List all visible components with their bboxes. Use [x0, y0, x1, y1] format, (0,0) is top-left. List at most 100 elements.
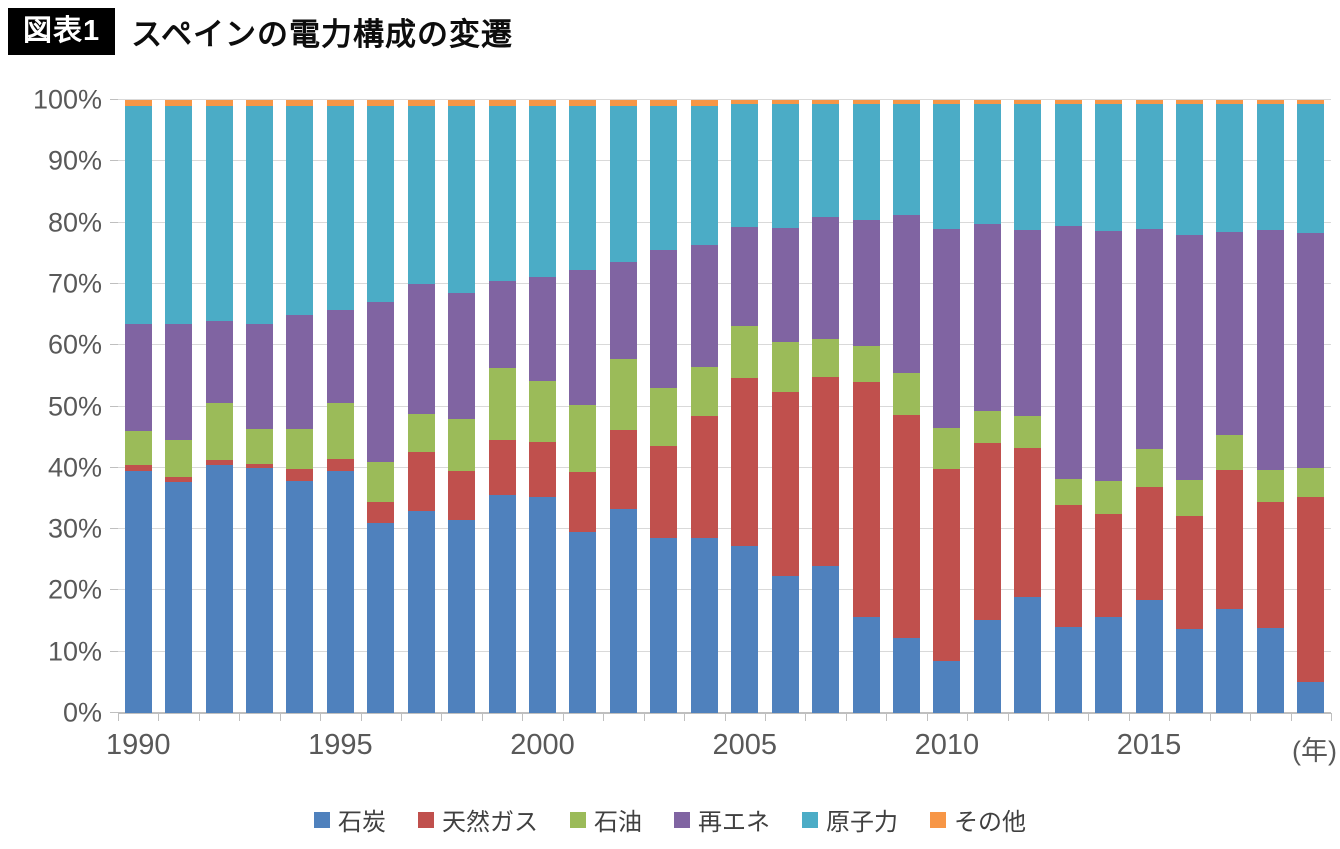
segment-renewables-2016 [1175, 234, 1203, 481]
segment-other-2014 [1095, 100, 1123, 105]
chart-title: スペインの電力構成の変遷 [131, 17, 513, 53]
segment-nuclear-1992 [205, 106, 233, 321]
x-tick-mark [198, 713, 200, 721]
bar-slot-1996 [361, 100, 401, 713]
segment-nuclear-2006 [771, 104, 799, 228]
chart-legend: 石炭 天然ガス 石油 再エネ 原子力 その他 [0, 802, 1340, 837]
segment-natural-gas-2002 [609, 429, 637, 510]
segment-coal-1991 [165, 481, 193, 713]
segment-other-2000 [529, 100, 557, 107]
bar-1995 [326, 100, 354, 713]
segment-renewables-2002 [609, 262, 637, 359]
segment-other-1990 [124, 100, 152, 107]
x-tick-mark [684, 713, 686, 721]
legend-label-nuclear: 原子力 [826, 809, 898, 836]
bar-slot-1993 [239, 100, 279, 713]
segment-oil-2015 [1135, 449, 1163, 488]
y-axis-label: 90% [47, 145, 102, 176]
segment-oil-2012 [1014, 415, 1042, 449]
x-tick-mark [118, 713, 119, 721]
segment-coal-2004 [690, 538, 718, 713]
gridline-90% [118, 160, 1331, 162]
segment-renewables-2004 [690, 245, 718, 367]
bar-2009 [892, 100, 920, 713]
y-tick-mark [110, 589, 118, 591]
x-tick-mark [886, 713, 888, 721]
bar-slot-1999 [482, 100, 522, 713]
bar-slot-2004 [684, 100, 724, 713]
segment-natural-gas-2000 [529, 442, 557, 497]
segment-renewables-2019 [1297, 233, 1325, 468]
segment-nuclear-2003 [650, 106, 678, 251]
segment-coal-2009 [892, 638, 920, 713]
segment-renewables-2008 [852, 219, 880, 346]
legend-item-other: その他 [930, 802, 1026, 837]
segment-renewables-2003 [650, 250, 678, 389]
segment-coal-2017 [1216, 608, 1244, 713]
segment-other-2016 [1175, 100, 1203, 105]
gridline-80% [118, 221, 1331, 223]
segment-oil-1998 [448, 418, 476, 471]
legend-item-renewables: 再エネ [674, 802, 770, 837]
bar-slot-2010 [927, 100, 967, 713]
bar-slot-2019 [1291, 100, 1331, 713]
x-tick-mark [764, 713, 766, 721]
bar-slot-1998 [441, 100, 481, 713]
segment-other-2003 [650, 100, 678, 107]
segment-oil-2007 [812, 339, 840, 378]
x-tick-mark [1290, 713, 1292, 721]
y-axis-label: 50% [47, 391, 102, 421]
segment-coal-2011 [973, 619, 1001, 713]
segment-oil-2017 [1216, 435, 1244, 471]
legend-swatch-renewables [674, 811, 690, 828]
bar-1994 [286, 100, 314, 713]
segment-coal-2016 [1175, 629, 1203, 713]
segment-renewables-2012 [1014, 229, 1042, 416]
segment-renewables-1995 [326, 309, 354, 404]
bar-slot-1992 [199, 100, 239, 713]
segment-other-2008 [852, 100, 880, 104]
segment-oil-2011 [973, 411, 1001, 444]
segment-natural-gas-2008 [852, 381, 880, 618]
x-tick-mark [562, 713, 564, 721]
legend-label-coal: 石炭 [338, 809, 386, 836]
x-axis-label-2015: 2015 [1116, 729, 1182, 761]
segment-oil-1993 [246, 429, 273, 464]
legend-item-coal: 石炭 [314, 802, 386, 837]
segment-nuclear-2013 [1054, 104, 1082, 226]
segment-other-2004 [690, 100, 718, 107]
x-tick-mark [724, 713, 726, 721]
segment-other-2015 [1135, 100, 1163, 105]
segment-renewables-1994 [286, 314, 314, 430]
x-tick-mark [805, 713, 807, 721]
bar-slot-2013 [1048, 100, 1088, 713]
segment-other-2010 [933, 100, 961, 105]
segment-nuclear-1997 [407, 106, 435, 284]
y-tick-mark [110, 712, 118, 713]
segment-coal-2014 [1095, 617, 1123, 713]
segment-renewables-2009 [892, 214, 920, 373]
x-tick-mark [1250, 713, 1252, 721]
legend-swatch-nuclear [802, 811, 818, 828]
segment-renewables-2007 [812, 216, 840, 340]
segment-coal-2001 [569, 532, 597, 713]
bar-slot-2005 [725, 100, 765, 713]
segment-coal-2006 [771, 575, 799, 713]
segment-other-2006 [771, 100, 799, 105]
segment-other-1999 [488, 100, 516, 107]
x-tick-mark [239, 713, 241, 721]
segment-nuclear-2014 [1095, 104, 1123, 231]
x-tick-mark [522, 713, 524, 721]
segment-natural-gas-1992 [205, 459, 233, 465]
segment-oil-1996 [367, 461, 395, 502]
segment-oil-2003 [650, 388, 678, 447]
segment-other-2009 [892, 100, 920, 104]
bar-slot-2001 [563, 100, 603, 713]
bar-slot-2014 [1088, 100, 1128, 713]
x-axis-label-2000: 2000 [510, 729, 575, 761]
segment-coal-2018 [1256, 628, 1284, 713]
segment-oil-2013 [1054, 478, 1082, 506]
gridline-70% [118, 282, 1331, 284]
x-tick-mark [1331, 713, 1332, 721]
segment-oil-2002 [609, 358, 637, 430]
